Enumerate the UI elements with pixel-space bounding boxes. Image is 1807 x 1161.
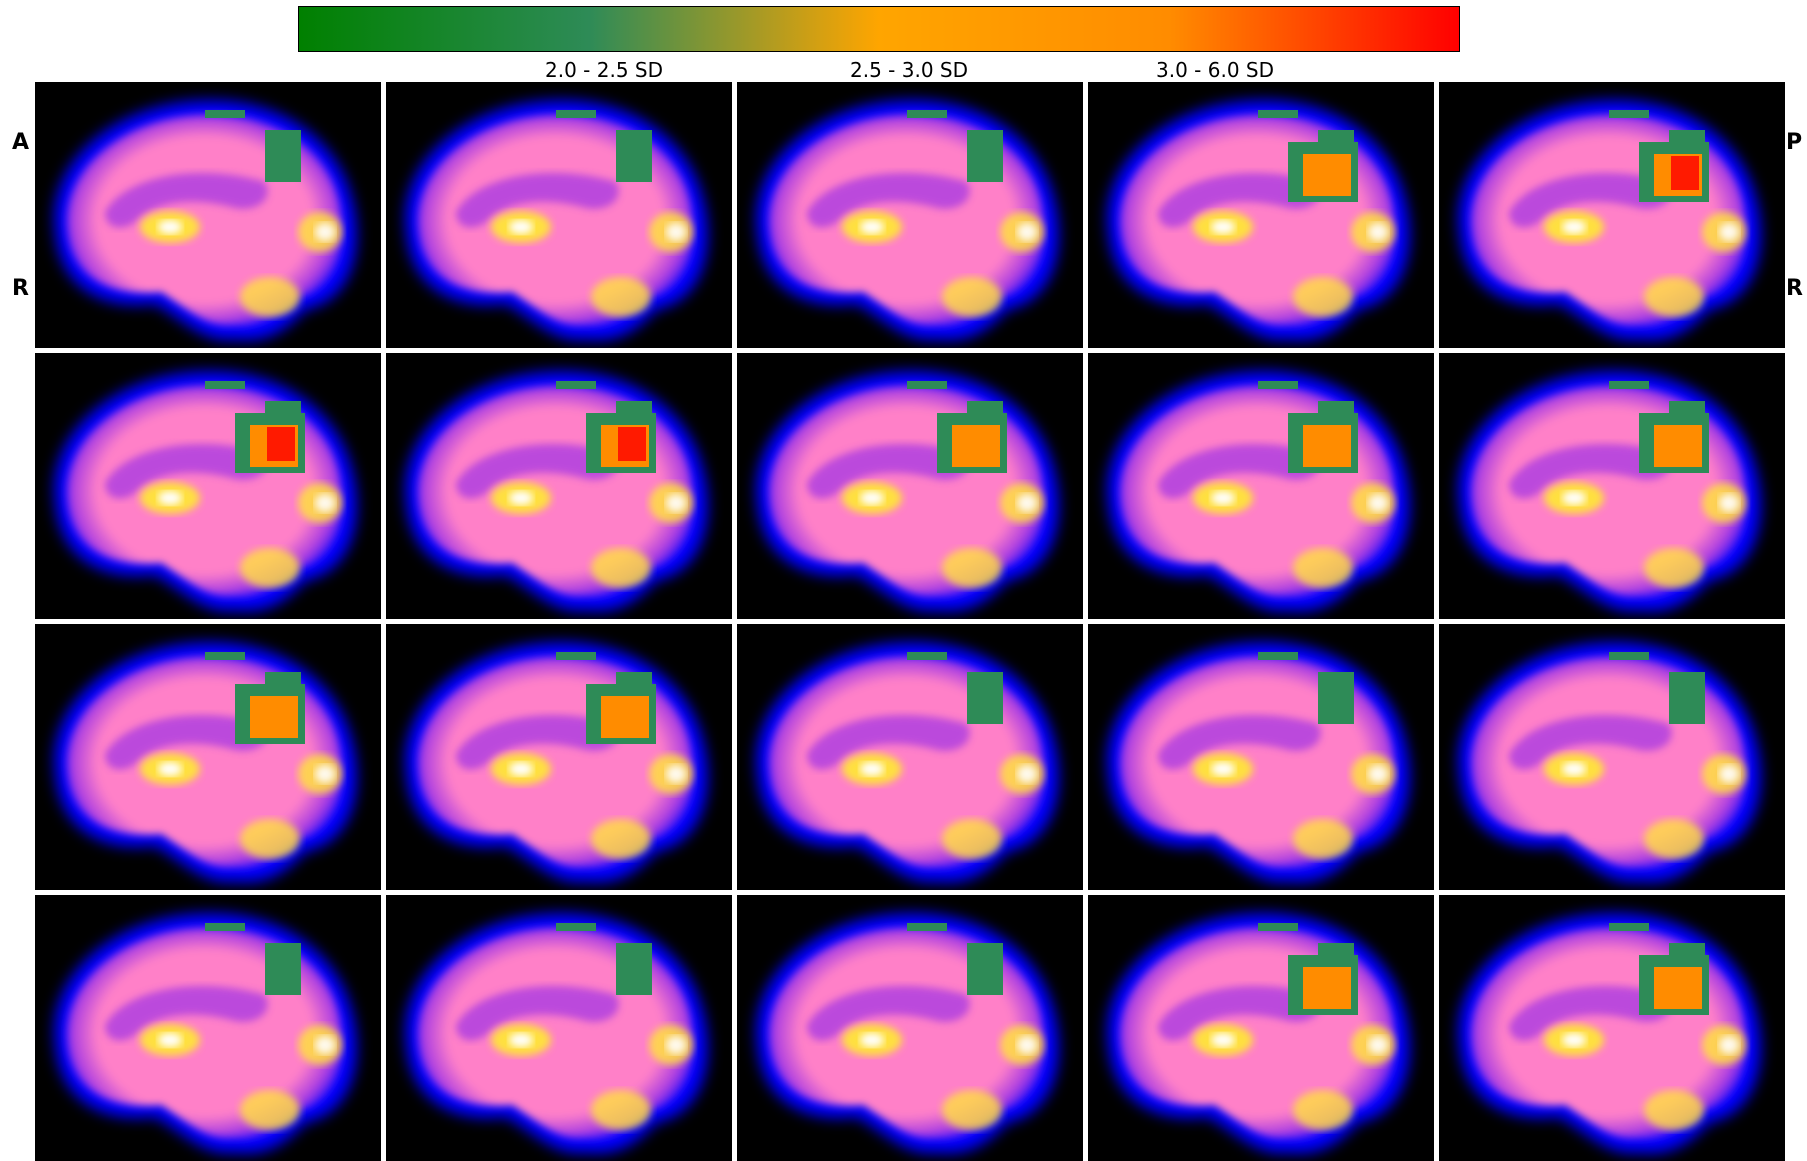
overlay-cluster — [1258, 381, 1358, 473]
colorbar-label-mid: 2.5 - 3.0 SD — [850, 58, 968, 82]
overlay-cluster — [1609, 381, 1709, 473]
orientation-right-bottom: R — [1786, 276, 1803, 301]
orientation-right-top: P — [1786, 130, 1803, 155]
brain-slice-r2-c3 — [737, 353, 1083, 619]
colorbar-label-high: 3.0 - 6.0 SD — [1156, 58, 1274, 82]
brain-slice-r3-c4 — [1088, 624, 1434, 890]
overlay-cluster — [907, 110, 1003, 182]
overlay-cluster — [556, 923, 652, 995]
brain-slice-r1-c3 — [737, 82, 1083, 348]
overlay-cluster — [907, 381, 1007, 473]
overlay-cluster — [205, 110, 301, 182]
brain-slice-r1-c1 — [35, 82, 381, 348]
overlay-cluster — [556, 381, 656, 473]
brain-slice-r3-c5 — [1439, 624, 1785, 890]
brain-slice-r4-c3 — [737, 895, 1083, 1161]
overlay-cluster — [1258, 652, 1354, 724]
overlay-cluster — [907, 923, 1003, 995]
orientation-left-top: A — [12, 130, 30, 155]
overlay-cluster — [205, 652, 305, 744]
brain-slice-r1-c4 — [1088, 82, 1434, 348]
slice-grid — [35, 82, 1785, 1161]
overlay-cluster — [1609, 110, 1709, 202]
brain-slice-r4-c2 — [386, 895, 732, 1161]
brain-slice-r3-c3 — [737, 624, 1083, 890]
overlay-cluster — [556, 652, 656, 744]
brain-slice-r2-c5 — [1439, 353, 1785, 619]
overlay-cluster — [1609, 652, 1705, 724]
overlay-cluster — [1258, 923, 1358, 1015]
overlay-cluster — [556, 110, 652, 182]
overlay-cluster — [907, 652, 1003, 724]
brain-slice-r2-c2 — [386, 353, 732, 619]
colorbar-label-low: 2.0 - 2.5 SD — [545, 58, 663, 82]
brain-slice-r4-c5 — [1439, 895, 1785, 1161]
brain-slice-r1-c5 — [1439, 82, 1785, 348]
brain-slice-r2-c4 — [1088, 353, 1434, 619]
overlay-cluster — [205, 381, 305, 473]
brain-slice-r3-c2 — [386, 624, 732, 890]
colorbar — [298, 6, 1460, 52]
overlay-cluster — [1258, 110, 1358, 202]
brain-slice-r4-c4 — [1088, 895, 1434, 1161]
orientation-left-bottom: R — [12, 276, 29, 301]
brain-slice-r2-c1 — [35, 353, 381, 619]
brain-slice-r4-c1 — [35, 895, 381, 1161]
overlay-cluster — [205, 923, 301, 995]
brain-slice-r3-c1 — [35, 624, 381, 890]
brain-slice-r1-c2 — [386, 82, 732, 348]
overlay-cluster — [1609, 923, 1709, 1015]
